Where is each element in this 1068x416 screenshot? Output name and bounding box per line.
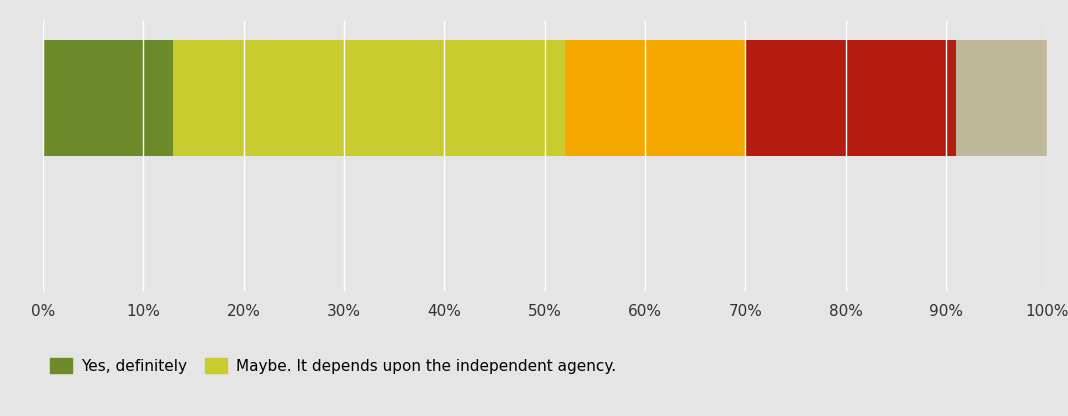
Bar — [173, 40, 565, 156]
Bar — [745, 40, 956, 156]
Bar — [43, 40, 173, 156]
Bar — [956, 40, 1047, 156]
Bar — [565, 40, 745, 156]
